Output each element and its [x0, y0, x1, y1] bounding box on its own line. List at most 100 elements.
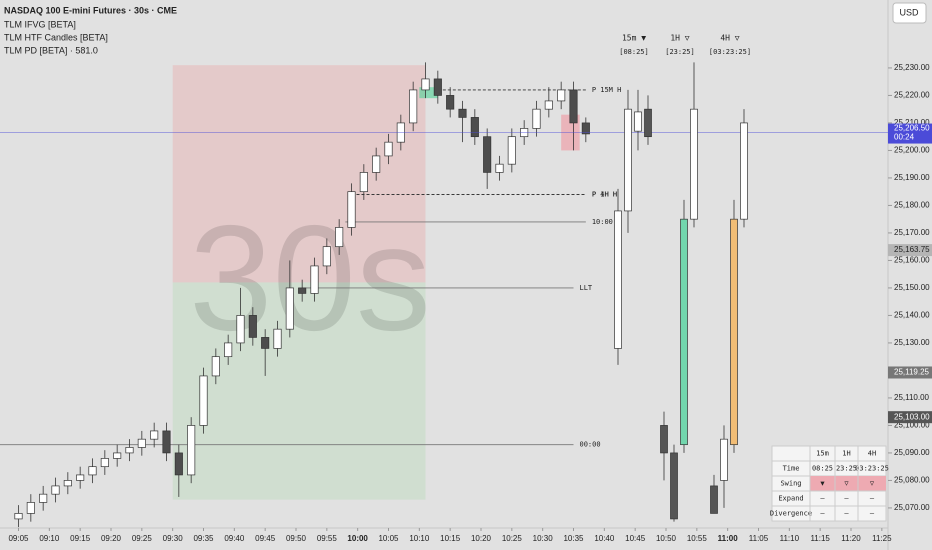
- candle-body: [211, 356, 220, 377]
- y-tick-label: 25,140.00: [894, 311, 930, 320]
- x-tick-label: 11:05: [749, 534, 769, 543]
- y-tick-label: 25,070.00: [894, 503, 930, 512]
- candle-body: [483, 136, 492, 173]
- candle-body: [446, 95, 455, 110]
- x-tick-label: 11:00: [718, 534, 739, 543]
- y-tick-label: 25,150.00: [894, 283, 930, 292]
- currency-button[interactable]: [892, 2, 927, 24]
- htf-name: 1H ▽: [670, 34, 689, 43]
- candle-body: [261, 337, 270, 349]
- htf-name: 4H ▽: [720, 34, 739, 43]
- x-tick-label: 10:15: [440, 534, 461, 543]
- candle-body: [557, 89, 566, 102]
- indicator: TLM PD [BETA] · 581.0: [4, 45, 98, 55]
- candle-body: [26, 502, 35, 514]
- table-cell: –: [870, 495, 875, 503]
- candle-body: [720, 438, 728, 481]
- candle-body: [544, 100, 553, 110]
- table-cell: –: [820, 510, 825, 518]
- candle-body: [298, 287, 307, 294]
- table-cell-bg: [810, 476, 886, 491]
- candle-body: [51, 485, 60, 495]
- htf-timer: [03:23:25]: [709, 48, 751, 56]
- x-tick-label: 09:05: [8, 534, 29, 543]
- price-tag-label: 25,103.00: [894, 412, 930, 421]
- x-tick-label: 10:35: [563, 534, 584, 543]
- candle-body: [137, 438, 146, 448]
- x-tick-label: 10:45: [625, 534, 646, 543]
- x-tick-label: 10:00: [347, 534, 368, 543]
- x-tick-label: 10:25: [502, 534, 523, 543]
- x-tick-label: 09:15: [70, 534, 91, 543]
- zone: [419, 87, 438, 99]
- x-tick-label: 10:10: [409, 534, 430, 543]
- candle-body: [322, 246, 331, 267]
- candle-body: [581, 122, 590, 135]
- x-tick-label: 10:40: [594, 534, 615, 543]
- htf-timer: [08:25]: [619, 48, 649, 56]
- table-cell: –: [870, 510, 875, 518]
- candle-body: [174, 452, 183, 476]
- candle-body: [273, 328, 282, 349]
- candle-body: [680, 218, 688, 446]
- candle-body: [359, 172, 368, 193]
- candle-body: [347, 191, 356, 228]
- price-tag: [888, 123, 932, 144]
- candle-body: [310, 265, 319, 294]
- zone: [172, 65, 426, 283]
- candle-body: [470, 117, 479, 138]
- table-cell: 23:25: [836, 465, 857, 473]
- candle-body: [495, 163, 504, 173]
- y-tick-label: 25,180.00: [894, 201, 930, 210]
- x-tick-label: 10:05: [378, 534, 399, 543]
- candle-body: [76, 474, 85, 481]
- table-cell: –: [844, 510, 849, 518]
- candle-body: [125, 447, 134, 454]
- x-tick-label: 11:15: [810, 534, 830, 543]
- y-tick-label: 25,190.00: [894, 173, 930, 182]
- x-tick-label: 10:20: [471, 534, 492, 543]
- table-cell: –: [820, 495, 825, 503]
- candle-body: [384, 141, 393, 157]
- y-tick-label: 25,110.00: [894, 393, 930, 402]
- x-tick-label: 09:10: [39, 534, 60, 543]
- y-tick-label: 25,100.00: [894, 421, 930, 430]
- y-tick-label: 25,230.00: [894, 63, 930, 72]
- x-tick-label: 09:35: [193, 534, 214, 543]
- candle-body: [335, 227, 344, 248]
- level-label: P 15M H: [592, 86, 622, 94]
- price-tag-label: 25,206.50: [894, 124, 930, 133]
- price-tag-label: 25,119.25: [894, 368, 930, 377]
- y-tick-label: 25,130.00: [894, 338, 930, 347]
- table-cell: –: [844, 495, 849, 503]
- level-label: P 1H H: [592, 190, 617, 198]
- zone: [172, 282, 426, 500]
- indicator: TLM IFVG [BETA]: [4, 19, 76, 29]
- candle-body: [614, 210, 622, 349]
- candle-body: [740, 122, 748, 220]
- candle-body: [285, 287, 294, 330]
- level-label: P 4H H: [592, 190, 617, 198]
- price-tag-label: 25,163.75: [894, 245, 930, 254]
- price-tag: [888, 244, 932, 257]
- y-tick-label: 25,080.00: [894, 476, 930, 485]
- y-tick-label: 25,200.00: [894, 146, 930, 155]
- candle-body: [224, 342, 233, 358]
- x-tick-label: 09:40: [224, 534, 245, 543]
- y-tick-label: 25,160.00: [894, 256, 930, 265]
- x-tick-label: 10:55: [687, 534, 708, 543]
- candle-body: [458, 108, 467, 118]
- candle-body: [113, 452, 122, 459]
- x-tick-label: 11:10: [780, 534, 800, 543]
- price-tag-countdown: 00:24: [894, 133, 915, 142]
- price-tag: [888, 411, 932, 424]
- table-row-label: Expand: [778, 495, 803, 503]
- table-cell: 03:23:25: [855, 465, 889, 473]
- candle-body: [670, 452, 678, 520]
- x-tick-label: 10:30: [533, 534, 554, 543]
- candle-body: [100, 458, 109, 468]
- candle-body: [63, 480, 72, 487]
- candle-body: [248, 315, 257, 338]
- candle-body: [187, 425, 196, 476]
- indicator: TLM HTF Candles [BETA]: [4, 32, 108, 42]
